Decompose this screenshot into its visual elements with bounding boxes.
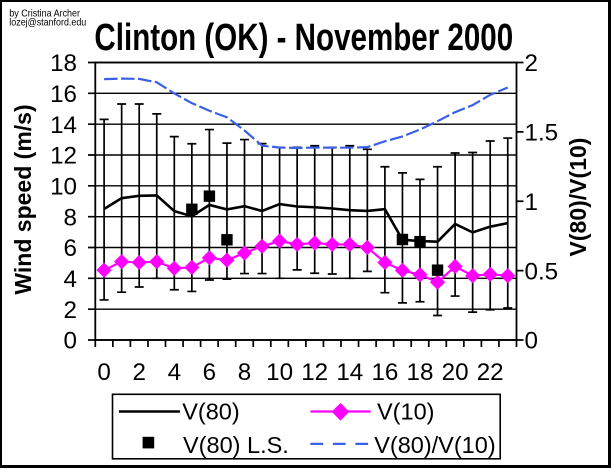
svg-text:6: 6 bbox=[203, 359, 216, 386]
svg-text:18: 18 bbox=[407, 359, 434, 386]
svg-text:12: 12 bbox=[301, 359, 328, 386]
svg-text:lozej@stanford.edu: lozej@stanford.edu bbox=[9, 17, 86, 29]
svg-text:4: 4 bbox=[64, 266, 77, 293]
svg-text:0: 0 bbox=[525, 328, 538, 355]
svg-text:V(80): V(80) bbox=[182, 399, 239, 425]
svg-text:V(80) L.S.: V(80) L.S. bbox=[183, 432, 289, 458]
svg-text:20: 20 bbox=[442, 359, 469, 386]
svg-text:6: 6 bbox=[64, 235, 77, 262]
svg-text:14: 14 bbox=[50, 112, 77, 139]
svg-text:2: 2 bbox=[132, 359, 145, 386]
svg-text:18: 18 bbox=[50, 50, 77, 77]
svg-text:0.5: 0.5 bbox=[525, 258, 559, 285]
svg-text:10: 10 bbox=[50, 174, 77, 201]
svg-text:V(80)/V(10): V(80)/V(10) bbox=[374, 432, 495, 458]
svg-text:10: 10 bbox=[266, 359, 293, 386]
svg-text:2: 2 bbox=[525, 50, 538, 77]
svg-text:12: 12 bbox=[50, 143, 77, 170]
svg-text:by Cristina Archer: by Cristina Archer bbox=[9, 8, 80, 20]
svg-text:22: 22 bbox=[477, 359, 504, 386]
svg-text:0: 0 bbox=[97, 359, 110, 386]
svg-text:V(80)/V(10): V(80)/V(10) bbox=[565, 138, 591, 257]
svg-text:Wind speed (m/s): Wind speed (m/s) bbox=[10, 104, 36, 294]
svg-text:16: 16 bbox=[50, 81, 77, 108]
svg-text:1.5: 1.5 bbox=[525, 120, 559, 147]
svg-text:16: 16 bbox=[371, 359, 398, 386]
svg-text:14: 14 bbox=[336, 359, 363, 386]
svg-text:8: 8 bbox=[238, 359, 251, 386]
svg-text:1: 1 bbox=[525, 189, 538, 216]
svg-text:8: 8 bbox=[64, 204, 77, 231]
svg-text:0: 0 bbox=[64, 328, 77, 355]
svg-text:Clinton (OK) - November 2000: Clinton (OK) - November 2000 bbox=[94, 17, 513, 59]
svg-text:4: 4 bbox=[168, 359, 181, 386]
svg-text:2: 2 bbox=[64, 297, 77, 324]
svg-text:V(10): V(10) bbox=[377, 399, 434, 425]
